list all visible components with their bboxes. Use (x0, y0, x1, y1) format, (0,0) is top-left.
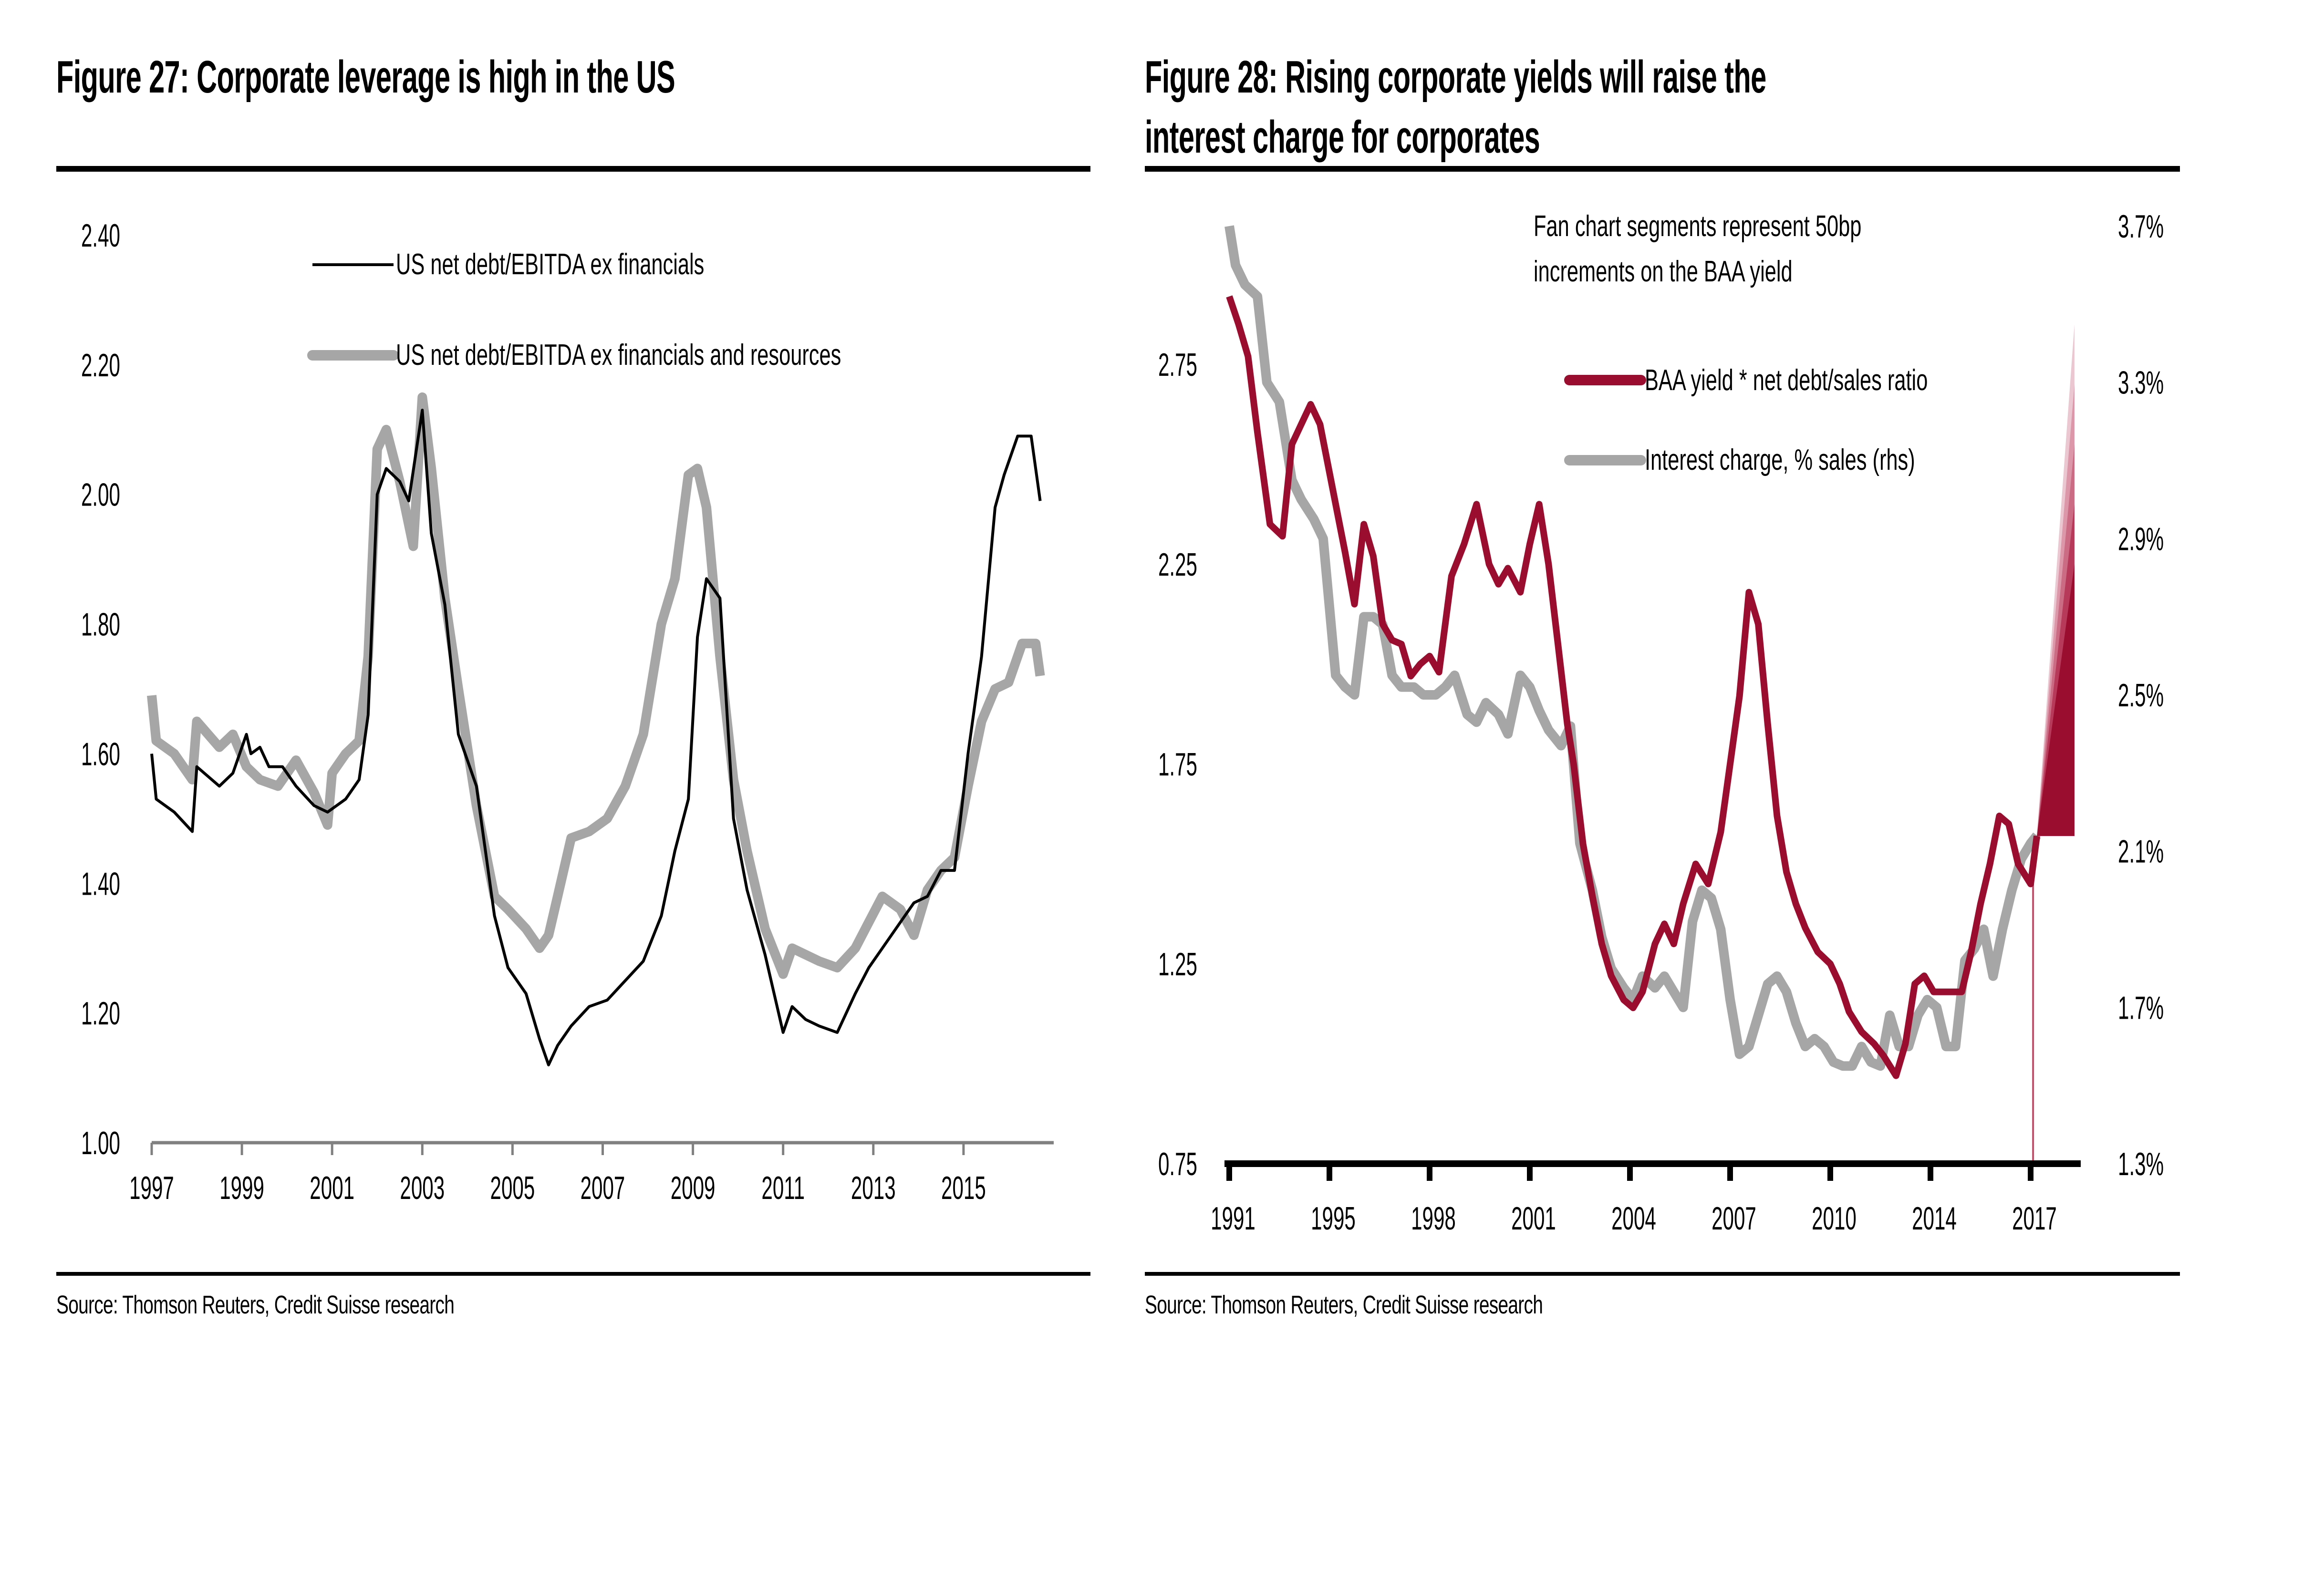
y-left-tick-label: 2.75 (1158, 347, 1197, 383)
y-right-tick-label: 2.9% (2118, 521, 2164, 557)
y-tick-label: 2.00 (81, 476, 120, 513)
x-tick-label: 2015 (941, 1170, 986, 1206)
y-tick-label: 2.20 (81, 347, 120, 383)
y-tick-label: 1.00 (81, 1125, 120, 1161)
y-right-tick-label: 3.3% (2118, 364, 2164, 401)
figure-28-title-line1: Figure 28: Rising corporate yields will … (1145, 52, 1766, 103)
legend: BAA yield * net debt/sales ratio Interes… (1564, 364, 1928, 476)
x-tick-label: 1997 (129, 1170, 174, 1206)
x-tick-label: 2007 (581, 1170, 625, 1206)
legend: US net debt/EBITDA ex financials US net … (307, 248, 841, 372)
x-tick-label: 2004 (1611, 1200, 1656, 1237)
y-right-tick-label: 1.3% (2118, 1146, 2164, 1182)
figure-27-chart: 2.402.202.001.801.601.401.201.00 1997 199… (81, 217, 1054, 1206)
series-lines (147, 392, 1045, 1066)
x-tick-label: 2011 (761, 1170, 805, 1206)
y-right-tick-label: 3.7% (2118, 208, 2164, 245)
x-tick-label: 2001 (1511, 1200, 1556, 1237)
y-left-tick-label: 2.25 (1158, 547, 1197, 583)
series-lines (1224, 225, 2041, 1079)
note-line2: increments on the BAA yield (1534, 256, 1793, 288)
y-right-tick-label: 2.1% (2118, 833, 2164, 869)
y-tick-label: 1.20 (81, 995, 120, 1032)
y-left-tick-label: 0.75 (1158, 1146, 1197, 1182)
x-tick-label: 2017 (2012, 1200, 2057, 1237)
legend-label-black: US net debt/EBITDA ex financials (396, 248, 704, 281)
figure-28-top-rule (1145, 166, 2180, 172)
x-axis (1224, 1160, 2081, 1181)
figure-28-source: Source: Thomson Reuters, Credit Suisse r… (1145, 1291, 1543, 1319)
x-tick-label: 1998 (1411, 1200, 1456, 1237)
x-tick-label: 2013 (851, 1170, 896, 1206)
x-tick-label: 2005 (490, 1170, 535, 1206)
x-tick-label: 2001 (310, 1170, 354, 1206)
x-tick-label: 1991 (1211, 1200, 1255, 1237)
y-tick-label: 1.40 (81, 866, 120, 902)
x-tick-label: 2009 (671, 1170, 716, 1206)
y-tick-label: 1.80 (81, 606, 120, 642)
x-axis-ticks: 1991 1995 1998 2001 2004 2007 2010 2014 2017 (1211, 1200, 2057, 1237)
x-tick-label: 2007 (1712, 1200, 1756, 1237)
figure-27-top-rule (56, 166, 1090, 172)
series-line-ex-financials-and-resources (147, 392, 1045, 979)
y-tick-label: 2.40 (81, 217, 120, 254)
y-axis-left-ticks: 2.75 2.25 1.75 1.25 0.75 (1158, 347, 1197, 1182)
figure-28-chart: Fan chart segments represent 50bp increm… (1158, 208, 2164, 1237)
figure-27-bottom-rule (56, 1272, 1090, 1276)
y-right-tick-label: 1.7% (2118, 990, 2164, 1026)
figure-28-title-line2: interest charge for corporates (1145, 112, 1540, 163)
x-tick-label: 1999 (219, 1170, 264, 1206)
x-tick-label: 2003 (400, 1170, 445, 1206)
y-right-tick-label: 2.5% (2118, 677, 2164, 713)
series-line-ex-financials (150, 409, 1042, 1066)
figure-28-bottom-rule (1145, 1272, 2180, 1276)
legend-label-grey: US net debt/EBITDA ex financials and res… (396, 339, 841, 372)
legend-label-grey: Interest charge, % sales (rhs) (1645, 444, 1915, 476)
series-line-interest-charge (1224, 225, 2041, 1071)
x-tick-label: 1995 (1311, 1200, 1356, 1237)
fan-chart-note: Fan chart segments represent 50bp increm… (1534, 210, 1861, 288)
fan-chart (2032, 324, 2075, 1164)
y-tick-label: 1.60 (81, 736, 120, 772)
y-left-tick-label: 1.25 (1158, 946, 1197, 982)
legend-label-red: BAA yield * net debt/sales ratio (1645, 364, 1928, 397)
figure-27-source: Source: Thomson Reuters, Credit Suisse r… (56, 1291, 455, 1319)
y-left-tick-label: 1.75 (1158, 746, 1197, 783)
fan-segment (2037, 564, 2075, 836)
x-tick-label: 2014 (1912, 1200, 1957, 1237)
y-axis-ticks: 2.40 2.20 2.00 1.80 1.60 1.40 1.20 1.00 (81, 217, 120, 1161)
note-line1: Fan chart segments represent 50bp (1534, 210, 1861, 243)
y-axis-right-ticks: 3.7% 3.3% 2.9% 2.5% 2.1% 1.7% 1.3% (2118, 208, 2164, 1182)
x-axis (150, 1141, 1054, 1155)
series-line-baa-yield-ratio (1226, 295, 2041, 1079)
x-tick-label: 2010 (1812, 1200, 1857, 1237)
figure-27-title: Figure 27: Corporate leverage is high in… (56, 52, 675, 103)
x-axis-ticks: 1997 1999 2001 2003 2005 2007 2009 2011 2013 2015 (129, 1170, 986, 1206)
